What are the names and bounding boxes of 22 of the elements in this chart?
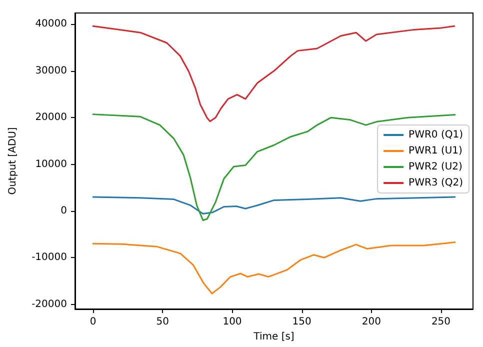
y-tick-label: 40000 [35,18,67,30]
line-series [92,196,456,215]
x-axis-title: Time [s] [252,331,294,342]
legend-label: PWR2 (U2) [408,162,463,172]
legend-label: PWR1 (U1) [408,146,463,156]
x-tick-label: 0 [90,316,96,328]
x-tick-label: 250 [431,316,451,328]
y-tick-label: 20000 [35,112,67,124]
x-tick-label: 50 [156,316,170,328]
y-tick-label: 10000 [35,158,67,170]
x-tick-label: 100 [222,316,242,328]
y-tick-label: -20000 [32,298,67,310]
x-tick-label: 200 [362,316,381,328]
y-axis-title: Output [ADU] [8,127,18,195]
x-tick-label: 150 [292,316,312,328]
y-tick-label: 0 [60,205,67,216]
y-tick-label: 30000 [35,65,67,76]
line-series [92,25,456,122]
legend-label: PWR0 (Q1) [408,130,464,140]
legend-label: PWR3 (Q2) [408,178,464,188]
y-tick-label: -10000 [32,252,67,264]
line-series [92,241,456,294]
